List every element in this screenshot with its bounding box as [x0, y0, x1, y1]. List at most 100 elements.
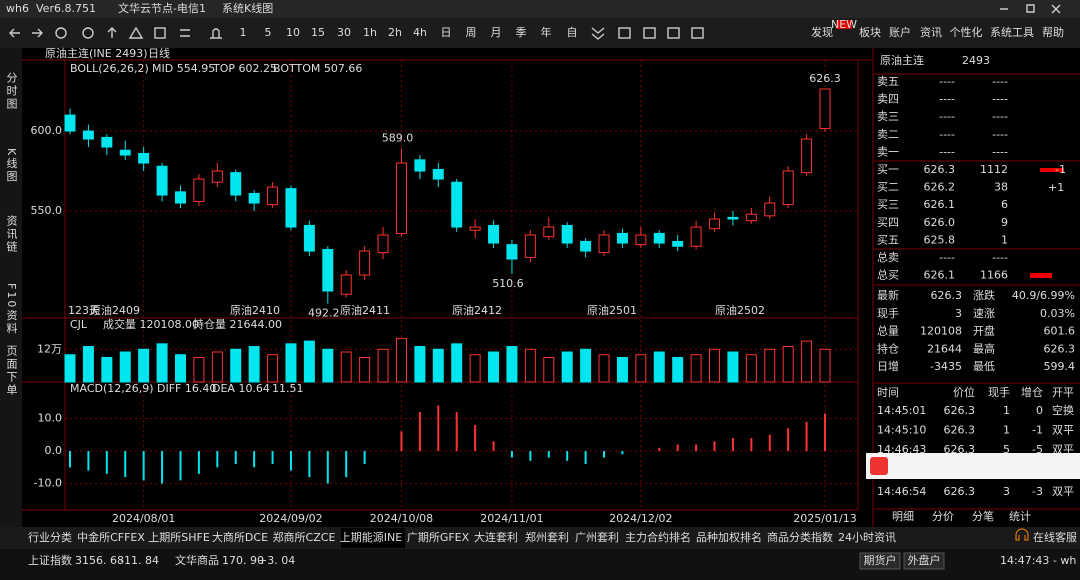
side-tab[interactable]: K线图	[5, 148, 18, 183]
volume-bar	[230, 348, 242, 383]
volume-bar	[524, 348, 536, 383]
title-text: Ver6.8.751	[36, 2, 96, 15]
quote-tab[interactable]: 明细	[892, 510, 914, 523]
period-button[interactable]: 季	[516, 26, 527, 39]
book-change: +1	[1048, 181, 1064, 194]
candle-body	[616, 232, 628, 244]
trade-cell: 626.3	[944, 404, 976, 417]
title-text: 文华云节点-电信1	[118, 1, 206, 15]
trade-cell: 双平	[1052, 424, 1074, 437]
ime-bar	[866, 453, 1080, 479]
candle-body	[377, 234, 389, 254]
trade-cell: -5	[1032, 443, 1043, 456]
market-tab[interactable]: 郑州套利	[525, 530, 569, 544]
market-tab[interactable]: 广州套利	[575, 531, 619, 544]
candle-body	[524, 234, 536, 258]
annotation: 589.0	[382, 132, 414, 145]
market-tab[interactable]: 商品分类指数	[767, 530, 833, 544]
candle-body	[322, 248, 334, 292]
market-tab[interactable]: 行业分类	[28, 530, 72, 544]
menu-item[interactable]: 板块	[859, 25, 881, 39]
menu-item[interactable]: 个性化	[950, 25, 983, 39]
status-button[interactable]	[859, 552, 901, 570]
market-tab[interactable]: 中金所CFFEX	[77, 530, 145, 544]
service-icon	[1015, 528, 1029, 541]
menu-item[interactable]: 账户	[889, 25, 911, 39]
menu-item[interactable]: 资讯	[920, 26, 942, 39]
market-tab[interactable]: 大商所DCE	[212, 530, 268, 544]
trade-cell: 双平	[1052, 443, 1074, 456]
quote-tab[interactable]: 统计	[1009, 510, 1031, 523]
trade-cell: 1	[1003, 424, 1010, 437]
annotation: 510.6	[492, 277, 524, 290]
period-button[interactable]: 自	[567, 26, 578, 39]
quote-separators	[873, 73, 1080, 510]
service-link[interactable]: 在线客服	[1033, 530, 1077, 544]
volume-bar	[709, 348, 721, 383]
total-volume: 1166	[980, 269, 1008, 282]
x-tick-label: 2024/11/01	[480, 512, 543, 525]
candle-body	[395, 162, 407, 234]
candle-body	[635, 234, 647, 246]
x-tick-label: 2024/10/08	[370, 512, 433, 525]
menu-item[interactable]: 系统工具	[990, 26, 1034, 39]
period-button[interactable]: 2h	[388, 26, 402, 39]
market-tab[interactable]: 上期所SHFE	[148, 531, 210, 544]
book-volume: ----	[992, 128, 1008, 141]
book-volume: 1112	[980, 163, 1008, 176]
status-button-label[interactable]: 期货户	[864, 553, 897, 567]
period-button[interactable]: 周	[466, 26, 477, 39]
book-price: ----	[939, 110, 955, 123]
volume-header: CJL	[70, 318, 88, 331]
stat-label: 最低	[973, 360, 995, 373]
x-tick-label: 2025/01/13	[793, 512, 856, 525]
menu-item[interactable]: 发现	[811, 25, 833, 39]
stat-label: 日增	[877, 359, 899, 373]
candle-body	[267, 186, 279, 206]
period-button[interactable]: 1	[240, 26, 247, 39]
contract-label: 原油2411	[340, 303, 390, 317]
market-tab[interactable]: 24小时资讯	[838, 531, 896, 544]
status-button[interactable]	[903, 552, 945, 570]
book-price: 625.8	[924, 233, 956, 246]
volume-bar	[488, 351, 500, 383]
menu-item[interactable]: 帮助	[1042, 25, 1064, 39]
quote-tab[interactable]: 分价	[932, 510, 954, 523]
candle-body	[580, 240, 592, 252]
market-tab[interactable]: 大连套利	[474, 530, 518, 544]
volume-bar	[745, 354, 757, 383]
side-tab[interactable]: 页面下单	[5, 345, 18, 397]
side-tab[interactable]: 分时图	[5, 72, 18, 111]
book-label: 卖五	[877, 75, 899, 88]
market-tab[interactable]: 品种加权排名	[696, 530, 762, 544]
period-button[interactable]: 10	[286, 26, 300, 39]
market-tab[interactable]: 上期能源INE	[340, 530, 402, 544]
trade-cell: 626.3	[944, 485, 976, 498]
market-tab[interactable]: 郑商所CZCE	[273, 530, 336, 544]
side-tab[interactable]: 资讯链	[5, 215, 18, 254]
market-tab[interactable]: 广期所GFEX	[407, 531, 470, 544]
side-tab[interactable]: F10资料	[5, 283, 18, 335]
y-tick-label: 10.0	[38, 411, 63, 424]
volume-bar	[156, 343, 168, 383]
period-button[interactable]: 日	[441, 26, 452, 39]
candle-body	[819, 88, 831, 129]
period-button[interactable]: 1h	[363, 26, 377, 39]
candle-body	[451, 181, 463, 228]
period-button[interactable]: 30	[337, 26, 351, 39]
candle-body	[709, 218, 721, 230]
trades-header: 价位	[953, 385, 975, 399]
quote-tab[interactable]: 分笔	[972, 509, 994, 523]
period-button[interactable]: 月	[491, 26, 502, 39]
stat-value: 626.3	[1044, 342, 1076, 355]
book-price: 626.1	[924, 198, 956, 211]
market-tab[interactable]: 主力合约排名	[625, 530, 691, 544]
period-button[interactable]: 15	[311, 26, 325, 39]
x-tick-label: 2024/12/02	[609, 512, 672, 525]
period-button[interactable]: 年	[541, 25, 552, 39]
period-button[interactable]: 4h	[413, 26, 427, 39]
period-button[interactable]: 5	[265, 26, 272, 39]
status-button-label[interactable]: 外盘户	[908, 553, 941, 567]
candle-body	[653, 232, 665, 244]
